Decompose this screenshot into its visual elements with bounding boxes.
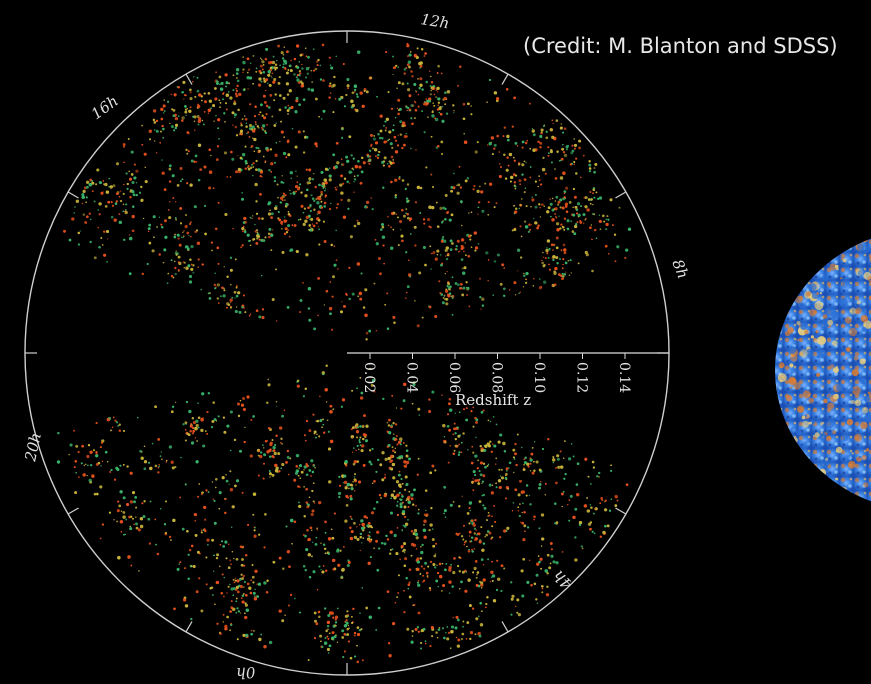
cmb-map: [775, 228, 871, 512]
hour-label-20h: 20h: [21, 431, 45, 464]
hour-tick: [615, 507, 627, 515]
axis-tick-label: 0.04: [404, 362, 420, 393]
galaxy-wedge-north: [63, 42, 632, 341]
axis-tick-label: 0.12: [574, 362, 590, 393]
hour-label-12h: 12h: [419, 10, 450, 32]
hour-label-16h: 16h: [88, 92, 122, 123]
hour-label-0h: 0h: [236, 663, 256, 682]
hour-label-4h: 4h: [550, 567, 577, 594]
axis-tick-label: 0.06: [446, 362, 462, 393]
redshift-axis-title: Redshift z: [455, 391, 531, 409]
galaxy-wedge-south: [56, 364, 629, 664]
hour-tick: [67, 191, 79, 199]
hour-tick: [185, 621, 193, 633]
axis-tick-label: 0.02: [361, 362, 377, 393]
hour-tick: [185, 73, 193, 85]
axis-tick-label: 0.10: [531, 362, 547, 393]
axis-tick-label: 0.14: [616, 362, 632, 393]
hour-tick: [67, 507, 79, 515]
redshift-axis-ticks: 0.02 0.04 0.06 0.08 0.10 0.12 0.14: [361, 353, 632, 393]
hour-tick: [501, 621, 509, 633]
hour-tick: [501, 73, 509, 85]
hour-tick: [615, 191, 627, 199]
axis-tick-label: 0.08: [489, 362, 505, 393]
credit-caption: (Credit: M. Blanton and SDSS): [523, 34, 838, 58]
hour-label-8h: 8h: [668, 257, 692, 282]
